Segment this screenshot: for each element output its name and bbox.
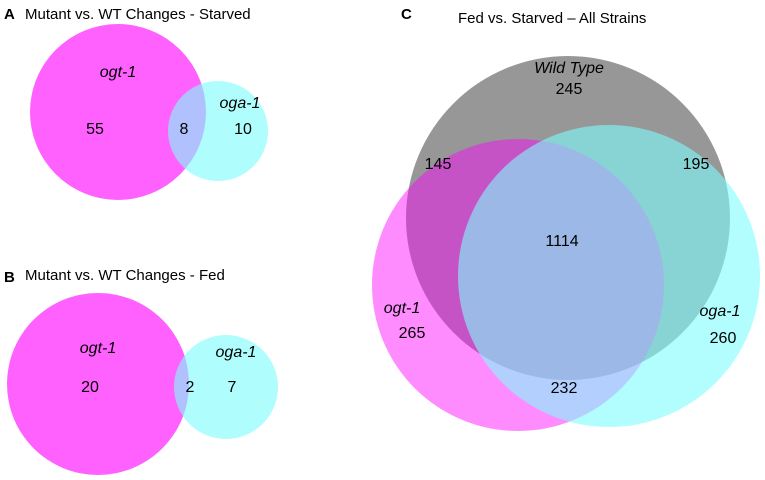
panel-a: A Mutant vs. WT Changes - Starved ogt-1 … <box>4 6 268 200</box>
panel-b-ogt1-circle <box>7 293 189 475</box>
panel-b-ogt1-label: ogt-1 <box>80 340 116 357</box>
panel-c-wild-type-label: Wild Type <box>534 60 604 77</box>
panel-c-ogt1-only-count: 265 <box>399 325 426 342</box>
panel-a-oga1-circle <box>168 81 268 181</box>
panel-b-oga1-only-count: 7 <box>228 379 237 396</box>
panel-a-oga1-label: oga-1 <box>220 95 261 112</box>
panel-c-wt-oga1-count: 195 <box>683 156 710 173</box>
panel-c-oga1-only-count: 260 <box>710 330 737 347</box>
panel-c-all-strains-count: 1114 <box>545 233 578 250</box>
panel-c-wild-type-only-count: 245 <box>556 81 583 98</box>
panel-c-ogt1-oga1-count: 232 <box>551 380 578 397</box>
panel-a-ogt1-label: ogt-1 <box>100 64 136 81</box>
panel-a-oga1-only-count: 10 <box>234 121 252 138</box>
panel-a-letter: A <box>4 6 15 23</box>
panel-b-overlap-count: 2 <box>186 379 195 396</box>
panel-c-ogt1-label: ogt-1 <box>384 300 420 317</box>
panel-b-title: Mutant vs. WT Changes - Fed <box>25 267 225 284</box>
panel-a-overlap-count: 8 <box>180 121 189 138</box>
panel-c-oga1-circle <box>458 125 760 427</box>
panel-c-title: Fed vs. Starved – All Strains <box>458 10 646 27</box>
panel-b-ogt1-only-count: 20 <box>81 379 99 396</box>
panel-b-oga1-circle <box>174 335 278 439</box>
panel-c: C Fed vs. Starved – All Strains Wild Typ… <box>372 6 760 431</box>
panel-b-oga1-label: oga-1 <box>216 344 257 361</box>
panel-b-letter: B <box>4 269 15 286</box>
panel-c-letter: C <box>401 6 412 23</box>
panel-a-ogt1-circle <box>30 24 206 200</box>
panel-a-ogt1-only-count: 55 <box>86 121 104 138</box>
panel-b: B Mutant vs. WT Changes - Fed ogt-1 oga-… <box>4 267 278 475</box>
panel-a-title: Mutant vs. WT Changes - Starved <box>25 6 251 23</box>
panel-c-wt-ogt1-count: 145 <box>425 156 452 173</box>
panel-c-oga1-label: oga-1 <box>700 303 741 320</box>
